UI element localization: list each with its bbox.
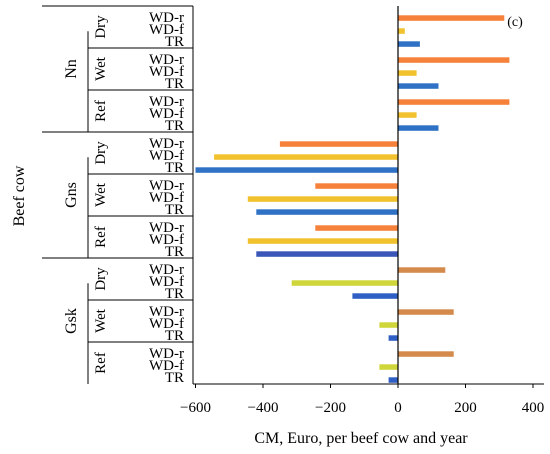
category-labels-layer: WD-rWD-fTRDryWD-rWD-fTRWetWD-rWD-fTRRefN… — [63, 10, 184, 386]
bar-gsk-wet-tr — [388, 335, 398, 341]
category-label: WD-r — [149, 262, 184, 278]
category-label: WD-f — [149, 22, 184, 38]
bar-gsk-wet-wd-f — [379, 322, 398, 328]
bar-nn-ref-tr — [398, 125, 439, 131]
x-tick-label: −200 — [315, 400, 346, 416]
category-label: WD-r — [149, 304, 184, 320]
category-label: WD-r — [149, 136, 184, 152]
bar-nn-dry-wd-r — [398, 15, 505, 21]
category-label: TR — [165, 244, 184, 260]
bar-gns-ref-wd-f — [247, 238, 398, 244]
chart-structure — [42, 5, 194, 384]
category-label: WD-f — [149, 148, 184, 164]
group-label: Gsk — [63, 308, 80, 334]
bar-gsk-dry-wd-f — [291, 280, 398, 286]
category-label: WD-f — [149, 64, 184, 80]
bar-gns-dry-wd-r — [279, 141, 398, 147]
bar-gns-ref-tr — [256, 251, 399, 257]
category-label: TR — [165, 370, 184, 386]
bar-gsk-dry-tr — [352, 293, 398, 299]
category-label: WD-f — [149, 190, 184, 206]
group-label: Nn — [63, 59, 80, 79]
bar-nn-wet-tr — [398, 83, 439, 89]
bar-nn-dry-tr — [398, 41, 420, 47]
subgroup-label: Dry — [93, 15, 109, 39]
bar-gsk-ref-wd-r — [398, 351, 454, 357]
category-label: WD-f — [149, 358, 184, 374]
subgroup-label: Dry — [93, 267, 109, 291]
y-axis-title: Beef cow — [11, 165, 28, 226]
category-label: TR — [165, 118, 184, 134]
group-label: Gns — [63, 182, 80, 208]
bar-gns-wet-tr — [256, 209, 399, 215]
bar-gsk-ref-tr — [388, 377, 398, 383]
category-label: TR — [165, 202, 184, 218]
subgroup-label: Wet — [93, 308, 109, 333]
bar-gsk-dry-wd-r — [398, 267, 446, 273]
bar-nn-wet-wd-r — [398, 57, 510, 63]
x-tick-label: 200 — [454, 400, 477, 416]
subgroup-label: Ref — [93, 226, 109, 248]
bar-nn-ref-wd-f — [398, 112, 417, 118]
category-label: TR — [165, 34, 184, 50]
subgroup-label: Ref — [93, 100, 109, 122]
category-label: TR — [165, 160, 184, 176]
category-label: WD-r — [149, 10, 184, 26]
bar-gns-wet-wd-f — [247, 196, 398, 202]
category-label: TR — [165, 76, 184, 92]
bars-layer — [195, 15, 510, 383]
bar-nn-dry-wd-f — [398, 28, 405, 34]
x-tick-label: 400 — [522, 400, 545, 416]
x-tick-label: −600 — [180, 400, 211, 416]
category-label: WD-f — [149, 316, 184, 332]
category-label: WD-f — [149, 106, 184, 122]
category-label: WD-r — [149, 220, 184, 236]
bar-gns-wet-wd-r — [315, 183, 398, 189]
subgroup-label: Dry — [93, 141, 109, 165]
x-tick-label: 0 — [394, 400, 402, 416]
bar-nn-ref-wd-r — [398, 99, 510, 105]
subgroup-label: Wet — [93, 56, 109, 81]
x-axis: −600 −400 −200 0 200 400 — [180, 383, 545, 416]
bar-gns-ref-wd-r — [315, 225, 398, 231]
bar-nn-wet-wd-f — [398, 70, 417, 76]
bar-gsk-wet-wd-r — [398, 309, 454, 315]
category-label: WD-f — [149, 274, 184, 290]
category-label: WD-r — [149, 346, 184, 362]
subgroup-label: Wet — [93, 182, 109, 207]
panel-label: (c) — [507, 15, 523, 30]
subgroup-label: Ref — [93, 352, 109, 374]
category-label: TR — [165, 328, 184, 344]
category-label: WD-f — [149, 232, 184, 248]
category-label: WD-r — [149, 178, 184, 194]
x-axis-title: CM, Euro, per beef cow and year — [254, 430, 468, 447]
bar-gns-dry-wd-f — [214, 154, 398, 160]
category-label: WD-r — [149, 94, 184, 110]
x-tick-label: −400 — [248, 400, 279, 416]
category-label: WD-r — [149, 52, 184, 68]
bar-gsk-ref-wd-f — [379, 364, 398, 370]
category-label: TR — [165, 286, 184, 302]
bar-gns-dry-tr — [195, 167, 398, 173]
